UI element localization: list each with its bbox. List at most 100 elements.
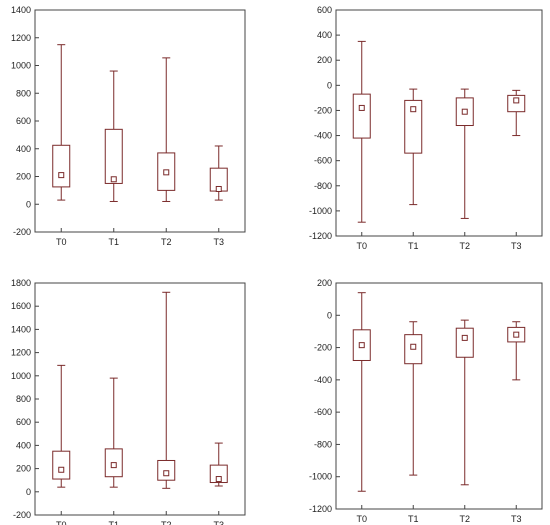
y-tick-label: -1200 [309, 504, 332, 514]
box-T1 [404, 321, 423, 476]
y-tick-label: 1800 [11, 278, 31, 288]
box-plot-panel-bottom-left: -200 0 200 400 600 800 1000 1200 1400 1600 1800 T0 T… [11, 278, 246, 525]
x-tick-label: T2 [459, 514, 470, 524]
median-marker [215, 185, 222, 192]
y-tick-label: 200 [16, 464, 31, 474]
y-tick-label: 600 [16, 116, 31, 126]
median-marker [513, 97, 520, 104]
y-tick-label: 600 [317, 5, 332, 15]
x-tick-label: T3 [213, 520, 224, 525]
box-plot-panel-bottom-right: -1200 -1000 -800 -600 -400 -200 0 200 T0 T1 T2 T3 [309, 278, 543, 524]
box-T1 [104, 377, 123, 488]
y-tick-label: -800 [314, 181, 332, 191]
x-tick-label: T0 [56, 237, 67, 247]
y-tick-label: -600 [314, 407, 332, 417]
box-T2 [455, 319, 474, 486]
median-marker [410, 343, 417, 350]
box-T3 [507, 89, 526, 137]
median-marker [163, 470, 170, 477]
box-T0 [352, 292, 371, 492]
median-marker [215, 476, 222, 483]
iqr-box [52, 144, 71, 188]
iqr-box [507, 94, 526, 113]
y-tick-label: -200 [314, 343, 332, 353]
median-marker [358, 104, 365, 111]
y-tick-label: 600 [16, 417, 31, 427]
y-tick-label: -200 [314, 105, 332, 115]
x-tick-label: T1 [108, 520, 119, 525]
median-marker [58, 172, 65, 179]
x-tick-label: T0 [356, 241, 367, 251]
x-tick-label: T0 [56, 520, 67, 525]
y-tick-label: -200 [13, 227, 31, 237]
x-tick-label: T1 [408, 514, 419, 524]
y-tick-label: 200 [16, 172, 31, 182]
y-tick-label: -1000 [309, 472, 332, 482]
box-T1 [404, 88, 423, 206]
y-tick-label: -1200 [309, 231, 332, 241]
iqr-box [455, 327, 474, 358]
y-tick-label: 1000 [11, 61, 31, 71]
x-tick-label: T2 [161, 237, 172, 247]
x-tick-label: T1 [408, 241, 419, 251]
y-tick-label: -1000 [309, 206, 332, 216]
x-tick-label: T1 [108, 237, 119, 247]
plot-frame [335, 282, 543, 510]
y-tick-label: 0 [327, 310, 332, 320]
median-marker [513, 331, 520, 338]
y-tick-label: -400 [314, 375, 332, 385]
x-tick-label: T0 [356, 514, 367, 524]
y-tick-label: 1400 [11, 324, 31, 334]
y-tick-label: -800 [314, 439, 332, 449]
y-tick-label: 0 [26, 199, 31, 209]
x-tick-label: T2 [161, 520, 172, 525]
x-tick-label: T2 [459, 241, 470, 251]
y-tick-label: 400 [16, 144, 31, 154]
box-T0 [52, 44, 71, 201]
median-marker [461, 108, 468, 115]
y-tick-label: 200 [317, 278, 332, 288]
y-tick-label: 200 [317, 55, 332, 65]
iqr-box [104, 128, 123, 184]
box-T3 [507, 321, 526, 381]
y-tick-label: 1200 [11, 348, 31, 358]
y-tick-label: 1600 [11, 301, 31, 311]
y-tick-label: -200 [13, 510, 31, 520]
box-plot-panel-top-right: -1200 -1000 -800 -600 -400 -200 0 200 400 600 T0 T1… [309, 5, 543, 251]
box-T3 [209, 442, 228, 487]
median-marker [410, 106, 417, 113]
plot-frame [34, 9, 246, 233]
iqr-box [352, 93, 371, 139]
y-tick-label: -600 [314, 156, 332, 166]
y-tick-label: 1000 [11, 371, 31, 381]
iqr-box [52, 450, 71, 480]
median-marker [110, 176, 117, 183]
box-T1 [104, 70, 123, 202]
median-marker [358, 342, 365, 349]
box-T0 [352, 40, 371, 223]
y-tick-label: 400 [16, 440, 31, 450]
x-tick-label: T3 [511, 514, 522, 524]
box-T2 [455, 88, 474, 219]
y-tick-label: 0 [327, 80, 332, 90]
x-tick-label: T3 [511, 241, 522, 251]
y-tick-label: 1200 [11, 33, 31, 43]
y-tick-label: 1400 [11, 5, 31, 15]
y-tick-label: 800 [16, 88, 31, 98]
median-marker [461, 334, 468, 341]
y-tick-label: 800 [16, 394, 31, 404]
median-marker [58, 466, 65, 473]
box-T0 [52, 364, 71, 488]
y-tick-label: 0 [26, 487, 31, 497]
y-tick-label: 400 [317, 30, 332, 40]
box-T3 [209, 145, 228, 201]
median-marker [110, 462, 117, 469]
box-T2 [157, 57, 176, 202]
iqr-box [404, 99, 423, 154]
x-tick-label: T3 [213, 237, 224, 247]
y-tick-label: -400 [314, 131, 332, 141]
iqr-box [209, 464, 228, 484]
box-T2 [157, 291, 176, 489]
median-marker [163, 169, 170, 176]
